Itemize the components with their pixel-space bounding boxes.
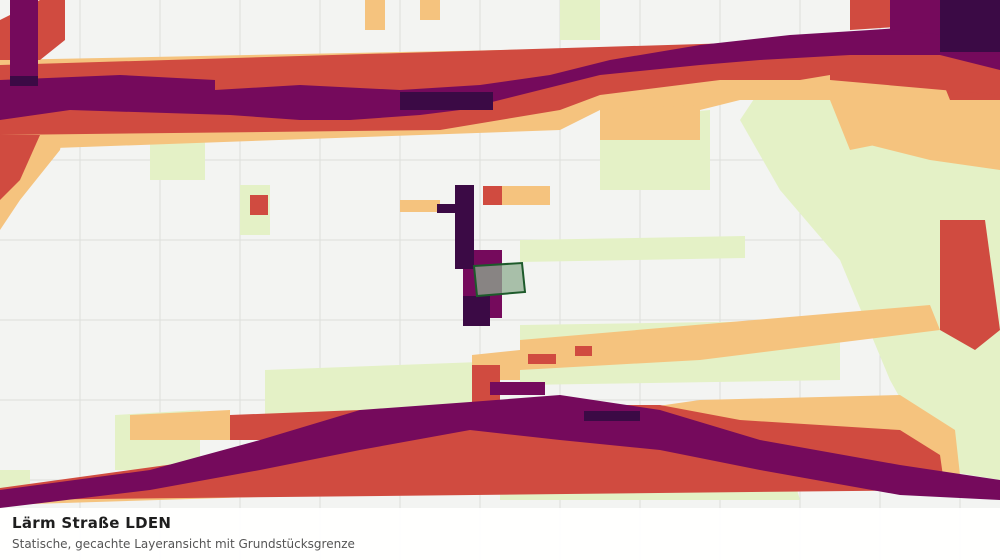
noise-area	[830, 80, 1000, 170]
noise-area	[600, 105, 700, 140]
noise-area	[0, 135, 40, 200]
parcel-boundary	[472, 261, 527, 298]
noise-area	[520, 236, 745, 262]
map-title: Lärm Straße LDEN	[12, 514, 172, 532]
noise-area	[420, 0, 440, 20]
noise-area	[575, 346, 592, 356]
noise-area	[528, 354, 556, 364]
noise-area	[560, 0, 600, 40]
noise-cell	[584, 411, 640, 421]
noise-cell	[940, 0, 1000, 52]
noise-area	[365, 0, 385, 30]
noise-cell	[437, 204, 467, 213]
noise-area	[740, 70, 1000, 480]
noise-area	[520, 305, 940, 370]
noise-cell	[10, 76, 38, 86]
noise-area	[940, 220, 1000, 350]
noise-cell	[455, 185, 474, 269]
noise-zone-extreme	[10, 0, 1000, 421]
noise-band	[0, 395, 1000, 508]
noise-band	[10, 0, 38, 100]
noise-area	[483, 186, 502, 205]
noise-cell	[400, 92, 493, 110]
noise-band	[0, 20, 1000, 120]
noise-cell	[463, 296, 490, 326]
map-subtitle: Statische, gecachte Layeransicht mit Gru…	[12, 537, 355, 551]
noise-area	[500, 186, 550, 205]
noise-area	[472, 365, 500, 410]
noise-area	[130, 410, 230, 440]
noise-area	[830, 60, 1000, 95]
map-caption: Lärm Straße LDEN Statische, gecachte Lay…	[0, 508, 1000, 560]
noise-area	[250, 195, 268, 215]
noise-band	[490, 382, 545, 395]
noise-area	[400, 200, 440, 212]
